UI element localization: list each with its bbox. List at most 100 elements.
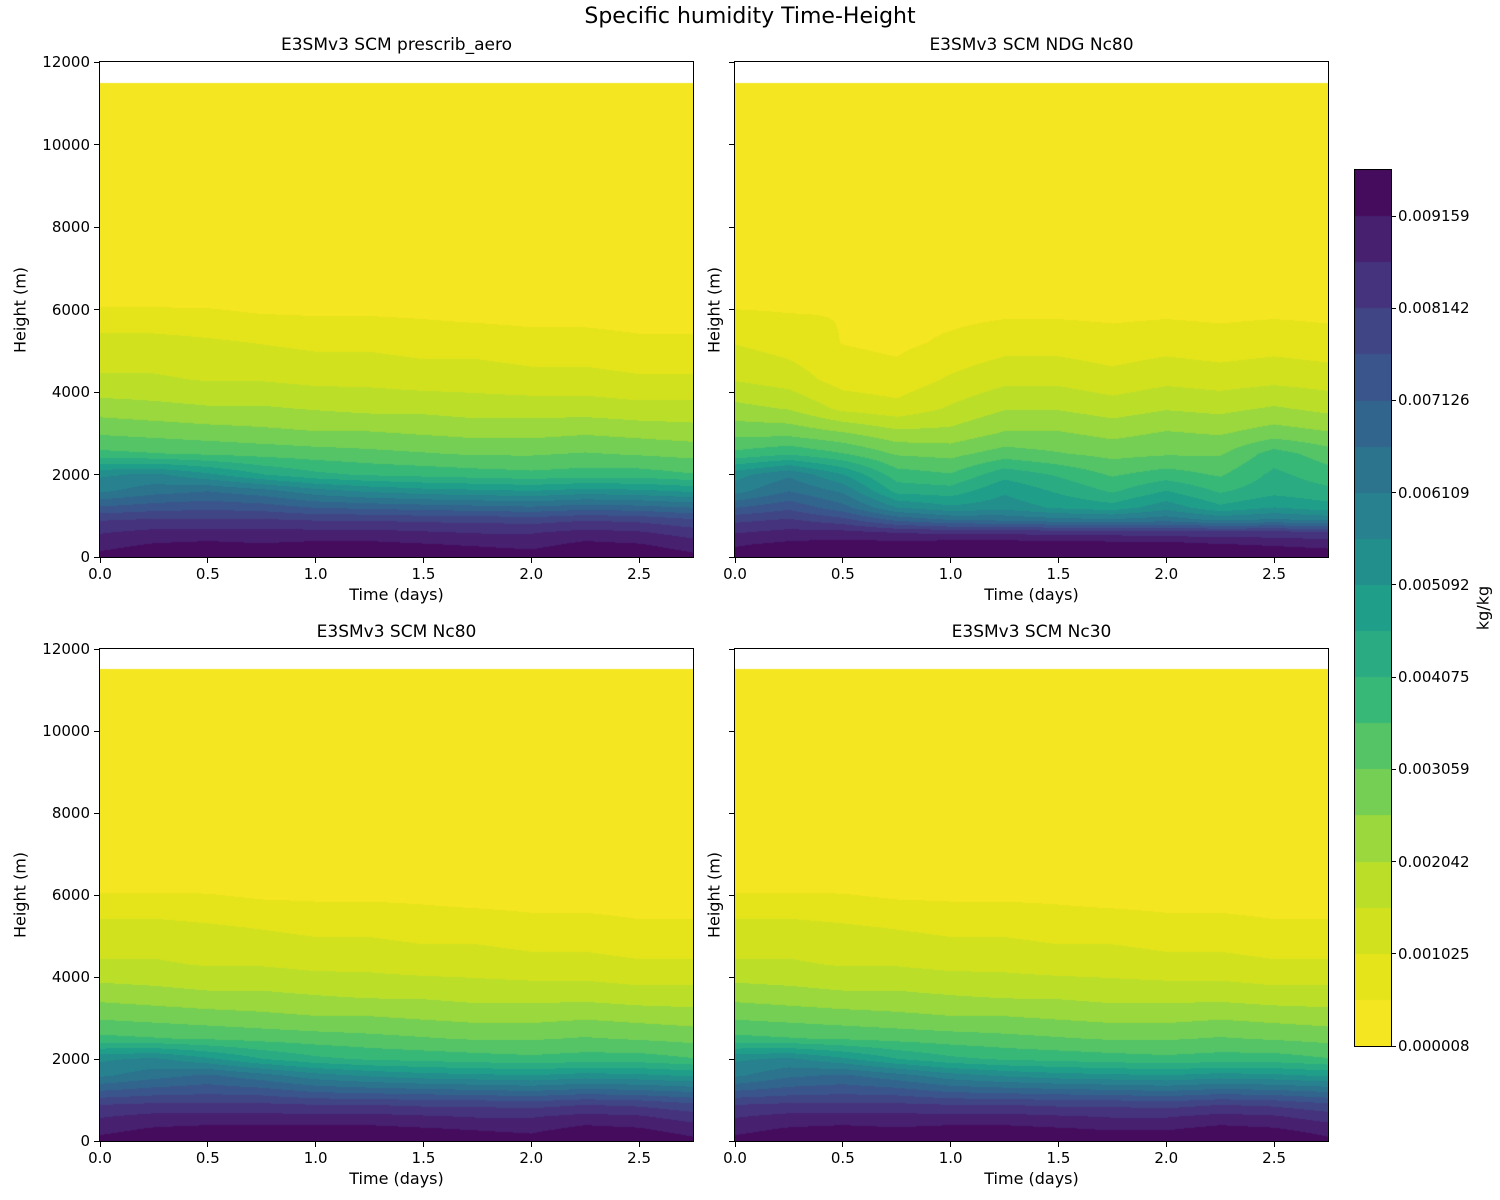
y-tick-mark [94,391,99,393]
y-tick-mark [729,894,734,896]
x-tick-label: 0.5 [830,1149,855,1167]
subplot-title: E3SMv3 SCM Nc30 [951,622,1112,642]
x-tick-mark [950,558,952,563]
y-tick-mark [729,226,734,228]
x-tick-mark [422,1142,424,1147]
y-tick-label: 6000 [51,300,90,319]
y-tick-mark [94,309,99,310]
x-tick-mark [99,558,101,563]
y-tick-mark [94,812,99,814]
y-tick-mark [94,556,99,558]
colorbar-tick-mark [1391,768,1396,770]
x-tick-label: 0.5 [195,1149,220,1167]
x-tick-mark [1165,558,1167,563]
x-tick-label: 1.5 [411,1149,436,1167]
subplot-nc30: E3SMv3 SCM Nc30 Time (days) Height (m) 0… [705,622,1329,1188]
y-axis-label: Height (m) [10,266,30,353]
y-tick-mark [729,474,734,475]
y-tick-mark [94,144,99,145]
x-tick-label: 2.5 [1262,565,1287,583]
colorbar-tick-label: 0.004075 [1398,668,1470,687]
y-tick-mark [729,730,734,732]
colorbar-tick-mark [1391,953,1396,955]
x-tick-mark [638,558,640,563]
x-tick-mark [734,558,736,563]
x-tick-mark [842,1142,844,1147]
x-tick-mark [1165,1142,1167,1147]
y-tick-mark [94,1140,99,1142]
y-tick-label: 8000 [51,218,90,236]
y-tick-mark [94,1058,99,1060]
x-tick-label: 1.5 [1046,565,1071,583]
x-axis-label: Time (days) [349,1169,444,1188]
y-tick-mark [729,648,734,650]
x-axis-label: Time (days) [984,585,1079,604]
subplot-title: E3SMv3 SCM prescrib_aero [281,35,512,55]
x-tick-mark [950,1142,952,1147]
colorbar-tick-mark [1391,307,1396,309]
x-tick-mark [207,1142,209,1147]
colorbar-tick-label: 0.003059 [1398,760,1470,779]
colorbar-tick-label: 0.001025 [1398,944,1470,963]
y-tick-mark [729,391,734,393]
y-tick-mark [729,812,734,814]
y-axis-label: Height (m) [704,851,724,939]
subplot-nc80: E3SMv3 SCM Nc80 Time (days) Height (m) 0… [11,622,694,1188]
contour-plot-nc30 [735,649,1328,1141]
x-tick-label: 2.5 [627,565,652,583]
y-tick-label: 12000 [42,640,90,658]
x-tick-mark [842,558,844,563]
x-tick-label: 1.0 [303,565,328,583]
x-tick-label: 1.0 [938,565,963,583]
y-tick-mark [94,976,99,978]
colorbar-tick-label: 0.002042 [1398,852,1470,871]
y-tick-label: 4000 [51,968,90,986]
colorbar-tick-mark [1391,399,1396,401]
x-tick-mark [1057,1142,1059,1147]
y-tick-mark [729,1058,734,1060]
y-tick-mark [94,894,99,896]
x-tick-mark [530,558,532,563]
x-tick-label: 1.5 [1046,1149,1071,1167]
subplot-prescrib-aero: E3SMv3 SCM prescrib_aero Time (days) Hei… [11,35,694,604]
x-tick-mark [1273,558,1275,563]
colorbar-gradient [1355,170,1391,1046]
figure-title: Specific humidity Time-Height [584,4,916,29]
x-tick-mark [422,558,424,563]
y-tick-label: 4000 [51,383,90,401]
x-tick-label: 0.5 [195,565,220,583]
subplot-title: E3SMv3 SCM NDG Nc80 [929,35,1134,55]
x-tick-label: 2.5 [1262,1149,1287,1167]
x-tick-label: 2.5 [627,1149,652,1167]
y-tick-label: 6000 [51,886,90,904]
y-tick-label: 0 [80,548,90,566]
x-tick-mark [530,1142,532,1147]
y-tick-label: 0 [80,1132,90,1150]
colorbar-tick-mark [1391,492,1396,494]
y-tick-mark [94,648,99,650]
colorbar-tick-label: 0.005092 [1398,575,1470,594]
colorbar-tick-label: 0.008142 [1398,299,1470,318]
y-axis-label: Height (m) [10,851,30,939]
colorbar-tick-mark [1391,676,1396,678]
colorbar-tick-label: 0.007126 [1398,391,1470,410]
colorbar-tick-mark [1391,1045,1396,1047]
y-tick-label: 8000 [51,804,90,822]
x-tick-mark [207,558,209,563]
x-tick-mark [638,1142,640,1147]
x-tick-mark [1273,1142,1275,1147]
colorbar-tick-label: 0.006109 [1398,483,1470,502]
y-tick-label: 10000 [42,722,90,740]
subplot-ndg-nc80: E3SMv3 SCM NDG Nc80 Time (days) Height (… [705,35,1329,604]
x-tick-mark [315,1142,317,1147]
contour-plot-ndg-nc80 [735,62,1328,557]
x-tick-mark [734,1142,736,1147]
y-tick-label: 12000 [42,53,90,71]
y-tick-mark [729,556,734,558]
x-tick-label: 0.5 [830,565,855,583]
y-tick-mark [94,474,99,475]
y-tick-mark [729,1140,734,1142]
x-tick-label: 2.0 [519,1149,544,1167]
colorbar-tick-label: 0.009159 [1398,207,1470,226]
